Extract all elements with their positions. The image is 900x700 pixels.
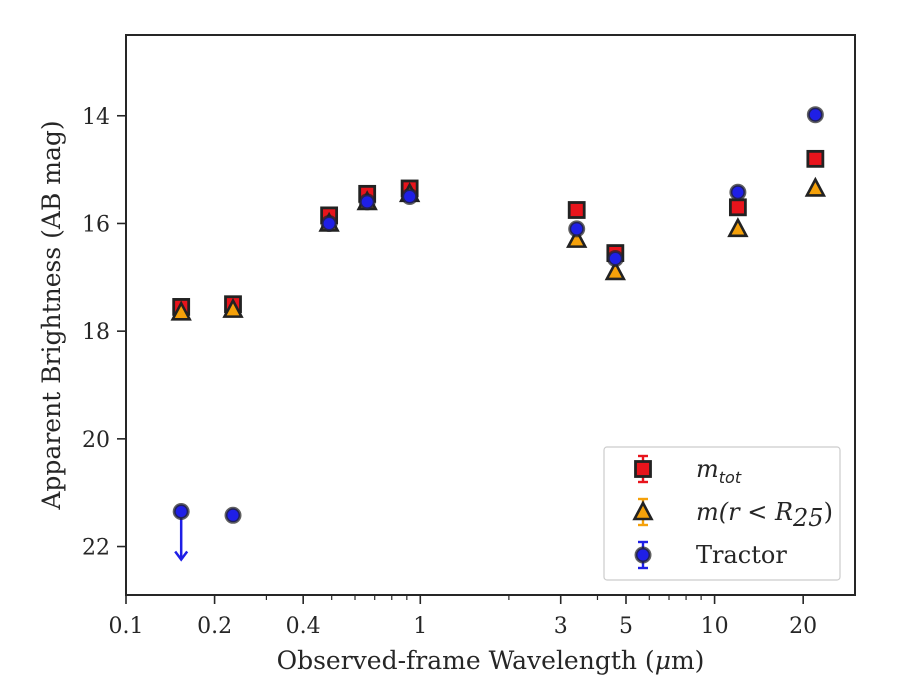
x-tick-label: 3: [554, 614, 568, 639]
data-point-tractor: [568, 220, 586, 238]
y-axis-label: Apparent Brightness (AB mag): [37, 120, 66, 510]
legend-box: [603, 446, 841, 581]
data-point-m25: [804, 176, 827, 197]
data-point-mtot: [728, 198, 747, 217]
data-point-tractor: [606, 249, 624, 267]
legend-marker-m25: [632, 500, 654, 521]
data-point-mtot: [806, 149, 825, 168]
data-point-mtot: [567, 201, 586, 219]
x-tick-label: 0.2: [197, 614, 232, 639]
data-point-tractor: [358, 193, 376, 211]
data-point-m25: [727, 217, 749, 238]
x-tick-label: 0.4: [286, 614, 321, 639]
series-mtot: [172, 149, 825, 316]
legend-item-tractor: Tractor: [634, 540, 787, 570]
data-point-m25: [170, 300, 192, 321]
legend-marker-mtot: [634, 460, 652, 478]
data-point-m25: [222, 297, 244, 318]
data-point-tractor: [172, 503, 190, 521]
legend-label-mtot: mtot: [696, 455, 742, 487]
y-tick-label: 22: [82, 536, 110, 561]
legend-label-tractor: Tractor: [696, 541, 787, 569]
series-tractor: [172, 106, 824, 562]
x-tick-label: 5: [619, 614, 633, 639]
x-tick-label: 10: [701, 614, 729, 639]
data-point-tractor: [224, 506, 242, 524]
y-tick-label: 16: [82, 212, 110, 237]
legend-item-m25: m(r < R25): [632, 497, 833, 532]
series-m25: [170, 176, 827, 321]
data-point-tractor: [806, 106, 824, 124]
legend: mtot m(r < R25) Tractor: [603, 446, 841, 581]
legend-marker-tractor: [634, 546, 652, 564]
data-point-tractor: [401, 188, 419, 206]
x-tick-label: 1: [413, 614, 427, 639]
y-tick-label: 20: [82, 428, 110, 453]
y-tick-label: 14: [82, 105, 110, 130]
y-tick-label: 18: [82, 320, 110, 345]
legend-label-m25: m(r < R25): [696, 498, 833, 532]
legend-item-mtot: mtot: [634, 454, 742, 487]
plot-frame: [125, 34, 856, 596]
data-point-m25: [604, 260, 627, 281]
data-point-m25: [566, 227, 588, 248]
data-marks: [170, 106, 827, 562]
axes-layer: 0.1 0.2 0.4 1 3 5 10 20 14 16 18 20 22: [82, 105, 817, 639]
data-point-tractor: [320, 214, 338, 232]
x-tick-label: 20: [789, 614, 817, 639]
x-tick-label: 0.1: [109, 614, 144, 639]
data-point-tractor: [729, 183, 747, 201]
upper-limit-arrowhead: [174, 550, 189, 562]
x-axis-label: Observed-frame Wavelength (μm): [277, 646, 705, 675]
